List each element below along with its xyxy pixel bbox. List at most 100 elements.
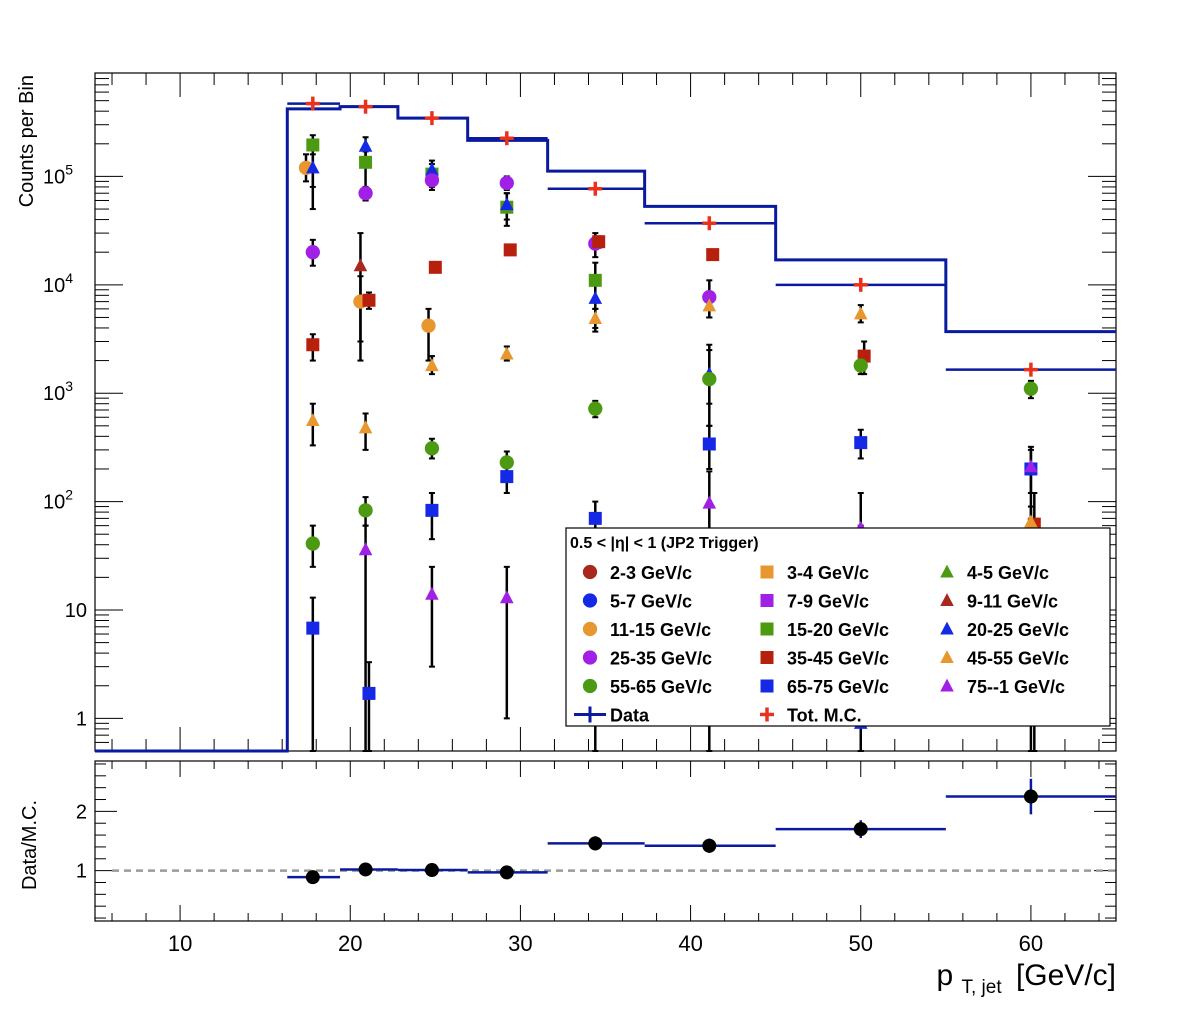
- y-tick-label: 1: [76, 708, 87, 730]
- legend-label: 4-5 GeV/c: [967, 563, 1049, 583]
- legend-marker: [940, 593, 954, 607]
- legend-entry: 9-11 GeV/c: [940, 592, 1058, 612]
- data-point: [358, 186, 373, 201]
- ratio-plot-frame: [94, 760, 1117, 922]
- data-point: [424, 173, 440, 188]
- legend-entry: 11-15 GeV/c: [582, 620, 711, 640]
- data-point: [854, 436, 868, 450]
- legend-label: 2-3 GeV/c: [610, 563, 692, 583]
- data-point: [592, 235, 606, 249]
- main-x-axis-ticks: [111, 73, 1100, 751]
- data-point: [359, 155, 373, 169]
- x-axis-label-subscript: T, jet: [961, 977, 1002, 998]
- legend-label: 9-11 GeV/c: [967, 592, 1058, 612]
- data-point: [499, 455, 514, 470]
- data-point: [306, 160, 320, 174]
- legend-marker: [582, 678, 598, 694]
- legend-label: 75--1 GeV/c: [967, 677, 1065, 697]
- legend-label: 20-25 GeV/c: [967, 620, 1069, 640]
- legend-entry: 45-55 GeV/c: [940, 649, 1069, 669]
- legend-marker: [760, 565, 774, 579]
- ratio-point: [424, 863, 439, 878]
- legend-marker: [582, 564, 598, 580]
- ratio-point: [305, 870, 320, 885]
- totmc-point: [358, 99, 373, 114]
- data-point: [588, 290, 603, 304]
- x-tick-label: 10: [168, 931, 192, 956]
- x-axis-label-symbol: p: [936, 959, 953, 992]
- ratio-point: [499, 865, 514, 880]
- main-plot-marks: [95, 96, 1116, 753]
- data-point: [853, 358, 868, 373]
- y-tick-label-exponent: 5: [65, 161, 73, 177]
- data-point: [306, 413, 320, 427]
- data-point: [306, 138, 320, 152]
- data-point: [305, 536, 320, 551]
- x-axis-label-unit: [GeV/c]: [1016, 959, 1116, 992]
- ratio-y-axis-label: Data/M.C.: [19, 800, 41, 890]
- data-point: [428, 260, 442, 274]
- legend-marker: [760, 622, 774, 636]
- legend-entry: 5-7 GeV/c: [582, 592, 692, 612]
- legend-entry: 3-4 GeV/c: [760, 563, 869, 583]
- y-tick-label-exponent: 4: [65, 270, 73, 286]
- legend-entry: 25-35 GeV/c: [582, 649, 712, 669]
- totmc-point: [702, 216, 717, 231]
- x-tick-label: 50: [849, 931, 873, 956]
- y-tick-label-exponent: 2: [65, 487, 73, 503]
- error-bar: [357, 275, 364, 343]
- legend-entry: 20-25 GeV/c: [940, 620, 1069, 640]
- y-tick-label-base: 10: [43, 492, 65, 514]
- ratio-point: [1023, 789, 1038, 804]
- error-bar: [428, 565, 435, 668]
- legend-label: 7-9 GeV/c: [787, 592, 869, 612]
- data-point: [358, 420, 373, 434]
- y-tick-label-exponent: 3: [65, 378, 73, 394]
- legend-entry-data: Data: [574, 706, 650, 726]
- data-point: [588, 310, 603, 324]
- data-point: [702, 437, 716, 451]
- data-point: [425, 162, 439, 176]
- data-point: [588, 401, 603, 416]
- legend-title: 0.5 < |η| < 1 (JP2 Trigger): [570, 535, 759, 552]
- ratio-axes: 10 20 30 40 50 60 1 2: [76, 761, 1116, 956]
- legend-entry: 2-3 GeV/c: [582, 563, 692, 583]
- data-point: [702, 371, 717, 387]
- legend-entry: 75--1 GeV/c: [940, 677, 1065, 697]
- ratio-point: [702, 838, 717, 853]
- y-tick-label-base: 10: [43, 166, 65, 188]
- y-tick-label: 104: [43, 270, 73, 297]
- legend-entry: 4-5 GeV/c: [940, 563, 1049, 583]
- data-point: [706, 248, 720, 262]
- y-tick-label: 103: [43, 378, 73, 405]
- legend-entries: 2-3 GeV/c 3-4 GeV/c 4-5 GeV/c 5-7 GeV/c 7-9 …: [574, 563, 1069, 726]
- legend-entry-totmc: Tot. M.C.: [760, 706, 862, 726]
- legend-label: 35-45 GeV/c: [787, 649, 889, 669]
- x-tick-label: 40: [678, 931, 702, 956]
- x-tick-label: 60: [1019, 931, 1043, 956]
- data-point: [503, 243, 517, 257]
- legend-label: 11-15 GeV/c: [610, 620, 711, 640]
- data-point: [500, 346, 514, 360]
- ratio-y-tick-label: 2: [76, 801, 87, 823]
- data-point: [702, 298, 717, 312]
- data-point: [421, 318, 436, 333]
- ratio-plot-marks: [112, 778, 1116, 885]
- data-point: [362, 686, 376, 700]
- legend-label: 25-35 GeV/c: [610, 649, 712, 669]
- legend-label: Tot. M.C.: [787, 706, 862, 726]
- legend-label: 55-65 GeV/c: [610, 677, 712, 697]
- data-point: [358, 138, 373, 152]
- data-point: [358, 542, 373, 556]
- data-point: [500, 590, 514, 604]
- totmc-point: [853, 277, 868, 292]
- legend-entry: 65-75 GeV/c: [760, 677, 889, 697]
- ratio-point: [588, 836, 603, 851]
- data-point: [425, 503, 439, 517]
- y-tick-label-base: 10: [43, 275, 65, 297]
- data-point: [362, 293, 376, 307]
- legend-marker: [940, 564, 954, 578]
- legend-label: 45-55 GeV/c: [967, 649, 1069, 669]
